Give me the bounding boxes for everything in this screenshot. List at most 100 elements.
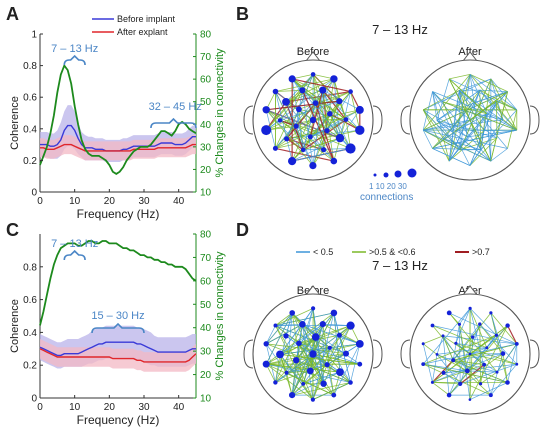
electrode-node [435, 353, 439, 356]
link-legend-low: < 0.5 [313, 247, 333, 257]
connection-line [275, 308, 314, 326]
y-tick-label-right: 40 [200, 120, 212, 131]
electrode-node [309, 162, 317, 170]
electrode-node [319, 86, 327, 94]
line-after-explant [39, 348, 197, 363]
electrode-node [311, 306, 316, 311]
connection-line [265, 312, 293, 345]
y-tick-label-left: 0.6 [23, 93, 37, 104]
connection-line [436, 120, 498, 139]
connection-line [479, 323, 518, 365]
connection-line [423, 129, 491, 162]
band-after-explant [40, 135, 196, 161]
electrode-node [327, 345, 332, 350]
electrode-node [272, 145, 278, 151]
connection-line [469, 353, 517, 365]
legend-label-before: Before implant [117, 14, 176, 24]
connection-line [422, 129, 433, 149]
connection-line [490, 78, 518, 131]
connection-line [507, 343, 518, 383]
electrode-node [451, 358, 456, 363]
electrode-node [514, 342, 519, 346]
head-ear-right [372, 105, 383, 135]
electrode-node [284, 370, 289, 375]
connection-line [339, 335, 347, 354]
electrode-node [421, 362, 426, 366]
connection-line [266, 363, 341, 373]
electrode-node [307, 134, 313, 140]
connection-line [265, 325, 276, 344]
x-tick-label: 0 [37, 196, 43, 207]
x-tick-label: 20 [104, 196, 116, 207]
line-pct-change [39, 63, 197, 175]
link-legend-mid: >0.5 & <0.6 [369, 247, 416, 257]
x-tick-label: 40 [173, 196, 185, 207]
head-ear-right [372, 339, 383, 369]
connection-line [432, 148, 481, 151]
electrode-node [277, 118, 283, 123]
electrode-node [336, 368, 344, 376]
electrode-node [293, 123, 299, 129]
connection-line [422, 343, 438, 355]
y-axis-label-right: % Changes in connectivity [214, 251, 226, 381]
electrode-node [454, 341, 458, 345]
electrode-node [441, 334, 445, 338]
connection-line [448, 109, 457, 162]
annotation-bracket [150, 117, 197, 129]
y-tick-label-left: 0.2 [23, 361, 37, 372]
connection-line [295, 359, 335, 396]
connection-line [449, 74, 471, 80]
electrode-node [357, 361, 363, 367]
connection-line [303, 137, 341, 151]
head-ear-right [529, 339, 540, 369]
connection-line [291, 371, 341, 396]
connection-line [291, 78, 331, 115]
line-pct-change [39, 240, 197, 326]
network-d-title: 7 – 13 Hz [372, 258, 428, 273]
connection-line [423, 363, 468, 372]
connection-line [432, 353, 504, 383]
connection-line [490, 91, 508, 162]
electrode-node [488, 393, 493, 398]
connection-line [486, 113, 517, 131]
connection-line [469, 119, 504, 166]
connection-line [472, 91, 508, 104]
electrode-node [282, 98, 290, 106]
connection-line [467, 370, 498, 373]
connection-line [432, 364, 485, 383]
connection-line [298, 109, 335, 162]
connection-line [502, 119, 518, 131]
x-tick-label: 10 [69, 402, 81, 413]
connection-line [448, 312, 498, 373]
connection-line [292, 78, 340, 102]
x-tick-label: 40 [173, 402, 185, 413]
electrode-node [319, 321, 326, 328]
electrode-node [321, 147, 327, 153]
connection-line [329, 347, 351, 383]
link-legend: < 0.5 >0.5 & <0.6 >0.7 [296, 247, 490, 257]
connection-line [452, 359, 492, 396]
connection-line [275, 312, 334, 326]
connection-line [312, 113, 331, 166]
y-tick-label-left: 0.4 [23, 328, 37, 339]
connection-line [432, 325, 517, 345]
connection-line [448, 74, 471, 162]
connection-line [303, 148, 351, 151]
connection-line [279, 100, 340, 121]
electrode-node [515, 362, 519, 366]
size-legend-label: connections [360, 192, 413, 203]
line-after-explant [40, 143, 196, 152]
x-axis-label: Frequency (Hz) [77, 413, 160, 427]
annotation-label: 7 – 13 Hz [51, 43, 98, 55]
connection-line [443, 312, 492, 374]
electrode-node [261, 125, 272, 136]
electrode-node [273, 323, 278, 328]
connection-line [322, 89, 351, 149]
connection-line [459, 90, 468, 137]
connection-line [480, 113, 488, 150]
electrode-node [320, 380, 327, 387]
legend-label-after: After explant [117, 27, 168, 37]
connection-line [436, 120, 492, 162]
connection-line [486, 113, 492, 162]
electrode-node [330, 75, 338, 83]
